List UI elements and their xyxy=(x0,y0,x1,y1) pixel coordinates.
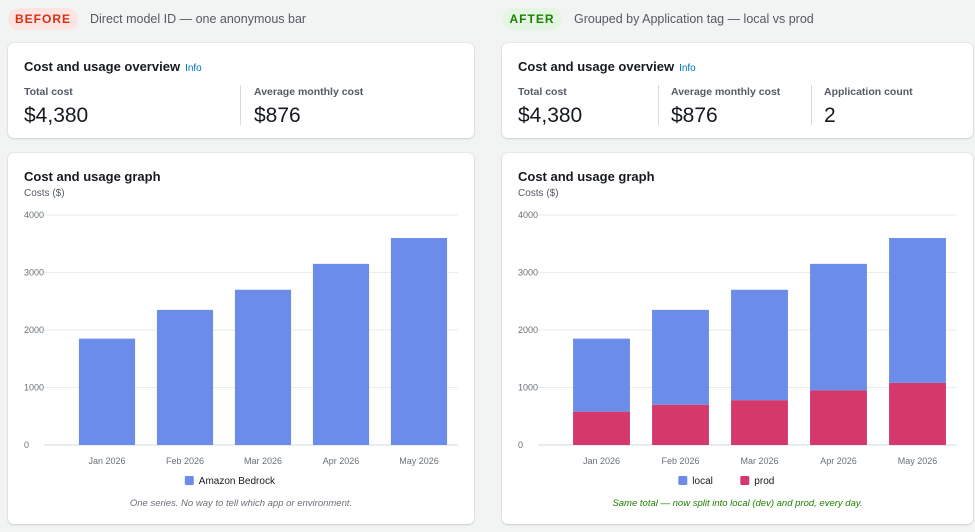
total-cost-value: $4,380 xyxy=(518,104,583,127)
total-cost-metric: Total cost $4,380 xyxy=(518,86,582,128)
average-cost-label: Average monthly cost xyxy=(254,86,364,98)
overview-title-text: Cost and usage overview xyxy=(518,59,675,74)
total-cost-metric: Total cost $4,380 xyxy=(24,86,88,128)
after-stacked-bar-chart: 0 1000 2000 3000 4000 Jan 2026 Feb 2026 Mar 202… xyxy=(518,210,957,487)
legend-swatch xyxy=(678,476,688,485)
bar-prod xyxy=(573,411,630,445)
overview-title-text: Cost and usage overview xyxy=(24,59,181,74)
legend-label: prod xyxy=(754,476,774,487)
after-header: AFTER Grouped by Application tag — local… xyxy=(502,8,814,30)
average-cost-metric: Average monthly cost $876 xyxy=(671,86,780,128)
y-tick-label: 3000 xyxy=(518,268,538,278)
y-tick-label: 3000 xyxy=(24,268,44,278)
bar-local xyxy=(889,238,946,383)
before-header: BEFORE Direct model ID — one anonymous b… xyxy=(8,8,306,30)
bar-prod xyxy=(810,390,867,445)
legend-label: Amazon Bedrock xyxy=(199,476,276,487)
metric-divider xyxy=(658,85,659,125)
metric-divider xyxy=(811,85,812,125)
y-tick-label: 2000 xyxy=(24,325,44,335)
metric-divider xyxy=(240,85,241,125)
bar-prod xyxy=(889,382,946,445)
bar-prod xyxy=(652,404,709,445)
before-bar-chart: 0 1000 2000 3000 4000 Jan 2026 Feb 2026 Mar 202… xyxy=(24,210,458,487)
average-cost-value: $876 xyxy=(671,104,718,127)
graph-y-axis-label: Costs ($) xyxy=(518,188,559,199)
before-graph-card: Cost and usage graph Costs ($) 0 1000 2000… xyxy=(8,153,474,524)
y-tick-label: 0 xyxy=(518,440,523,450)
application-count-metric: Application count 2 xyxy=(824,86,913,128)
total-cost-value: $4,380 xyxy=(24,104,89,127)
legend-swatch xyxy=(740,476,750,485)
x-tick-label: May 2026 xyxy=(399,456,439,466)
legend-swatch xyxy=(184,476,194,485)
after-graph-card: Cost and usage graph Costs ($) 0 1000 2000… xyxy=(502,153,973,524)
legend-label: local xyxy=(692,476,713,487)
x-tick-label: Mar 2026 xyxy=(740,456,778,466)
overview-title: Cost and usage overview Info xyxy=(518,59,696,74)
bar-amazon-bedrock xyxy=(156,309,214,445)
graph-title: Cost and usage graph xyxy=(24,169,161,184)
x-tick-label: Mar 2026 xyxy=(244,456,282,466)
bar-prod xyxy=(731,400,788,445)
average-cost-metric: Average monthly cost $876 xyxy=(254,86,363,128)
total-cost-label: Total cost xyxy=(518,86,567,98)
x-tick-label: Jan 2026 xyxy=(88,456,125,466)
x-tick-label: May 2026 xyxy=(898,456,938,466)
x-tick-label: Jan 2026 xyxy=(583,456,620,466)
bar-local xyxy=(652,309,709,405)
graph-y-axis-label: Costs ($) xyxy=(24,188,65,199)
average-cost-label: Average monthly cost xyxy=(671,86,781,98)
application-count-value: 2 xyxy=(824,104,836,127)
bar-amazon-bedrock xyxy=(390,238,448,445)
bar-local xyxy=(731,289,788,401)
bar-local xyxy=(810,263,867,391)
before-footnote: One series. No way to tell which app or … xyxy=(129,498,353,509)
info-link[interactable]: Info xyxy=(679,63,696,74)
before-description: Direct model ID — one anonymous bar xyxy=(90,12,307,26)
y-tick-label: 4000 xyxy=(24,210,44,220)
before-overview-card: Cost and usage overview Info Total cost $… xyxy=(8,43,474,138)
bar-local xyxy=(573,338,630,412)
bar-amazon-bedrock xyxy=(78,338,136,445)
info-link[interactable]: Info xyxy=(185,63,202,74)
y-tick-label: 1000 xyxy=(24,383,44,393)
average-cost-value: $876 xyxy=(254,104,301,127)
after-footnote: Same total — now split into local (dev) … xyxy=(612,498,863,509)
overview-title: Cost and usage overview Info xyxy=(24,59,202,74)
total-cost-label: Total cost xyxy=(24,86,73,98)
before-badge: BEFORE xyxy=(8,8,78,30)
bar-amazon-bedrock xyxy=(312,263,370,445)
y-tick-label: 1000 xyxy=(518,383,538,393)
after-overview-card: Cost and usage overview Info Total cost $… xyxy=(502,43,973,138)
bar-amazon-bedrock xyxy=(234,289,292,445)
graph-title: Cost and usage graph xyxy=(518,169,655,184)
y-tick-label: 0 xyxy=(24,440,29,450)
y-tick-label: 2000 xyxy=(518,325,538,335)
application-count-label: Application count xyxy=(824,86,913,98)
after-badge: AFTER xyxy=(502,8,562,30)
x-tick-label: Feb 2026 xyxy=(166,456,204,466)
after-description: Grouped by Application tag — local vs pr… xyxy=(574,12,814,26)
x-tick-label: Apr 2026 xyxy=(323,456,360,466)
x-tick-label: Apr 2026 xyxy=(820,456,857,466)
x-tick-label: Feb 2026 xyxy=(661,456,699,466)
y-tick-label: 4000 xyxy=(518,210,538,220)
